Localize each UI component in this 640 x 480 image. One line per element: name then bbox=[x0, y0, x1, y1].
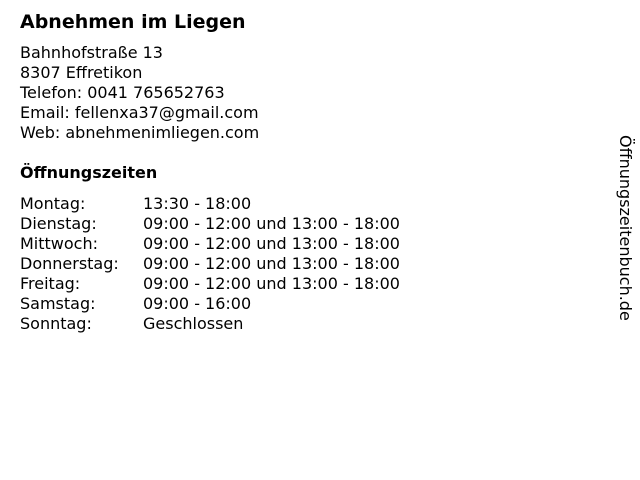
day-label: Dienstag: bbox=[20, 214, 97, 233]
business-name: Abnehmen im Liegen bbox=[20, 11, 246, 33]
day-hours: Geschlossen bbox=[143, 314, 244, 333]
day-hours: 13:30 - 18:00 bbox=[143, 194, 252, 213]
contact-block: Bahnhofstraße 13 8307 Effretikon Telefon… bbox=[20, 43, 259, 143]
watermark: Öffnungszeitenbuch.de bbox=[616, 135, 635, 321]
city: 8307 Effretikon bbox=[20, 63, 143, 82]
hours-heading: Öffnungszeiten bbox=[20, 163, 158, 182]
hours-row: Freitag: 09:00 - 12:00 und 13:00 - 18:00 bbox=[20, 274, 400, 294]
hours-row: Montag: 13:30 - 18:00 bbox=[20, 194, 400, 214]
day-label: Mittwoch: bbox=[20, 234, 98, 253]
day-hours: 09:00 - 12:00 und 13:00 - 18:00 bbox=[143, 274, 400, 293]
day-hours: 09:00 - 12:00 und 13:00 - 18:00 bbox=[143, 214, 400, 233]
day-label: Samstag: bbox=[20, 294, 96, 313]
day-label: Montag: bbox=[20, 194, 86, 213]
phone: Telefon: 0041 765652763 bbox=[20, 83, 225, 102]
website: Web: abnehmenimliegen.com bbox=[20, 123, 260, 142]
hours-table: Montag: 13:30 - 18:00 Dienstag: 09:00 - 12:… bbox=[20, 194, 400, 334]
hours-row: Mittwoch: 09:00 - 12:00 und 13:00 - 18:00 bbox=[20, 234, 400, 254]
hours-row: Sonntag: Geschlossen bbox=[20, 314, 400, 334]
day-label: Sonntag: bbox=[20, 314, 92, 333]
hours-row: Samstag: 09:00 - 16:00 bbox=[20, 294, 400, 314]
email: Email: fellenxa37@gmail.com bbox=[20, 103, 259, 122]
day-hours: 09:00 - 12:00 und 13:00 - 18:00 bbox=[143, 254, 400, 273]
day-label: Freitag: bbox=[20, 274, 81, 293]
day-hours: 09:00 - 16:00 bbox=[143, 294, 252, 313]
day-hours: 09:00 - 12:00 und 13:00 - 18:00 bbox=[143, 234, 400, 253]
day-label: Donnerstag: bbox=[20, 254, 119, 273]
hours-row: Donnerstag: 09:00 - 12:00 und 13:00 - 18:… bbox=[20, 254, 400, 274]
hours-row: Dienstag: 09:00 - 12:00 und 13:00 - 18:00 bbox=[20, 214, 400, 234]
street: Bahnhofstraße 13 bbox=[20, 43, 163, 62]
